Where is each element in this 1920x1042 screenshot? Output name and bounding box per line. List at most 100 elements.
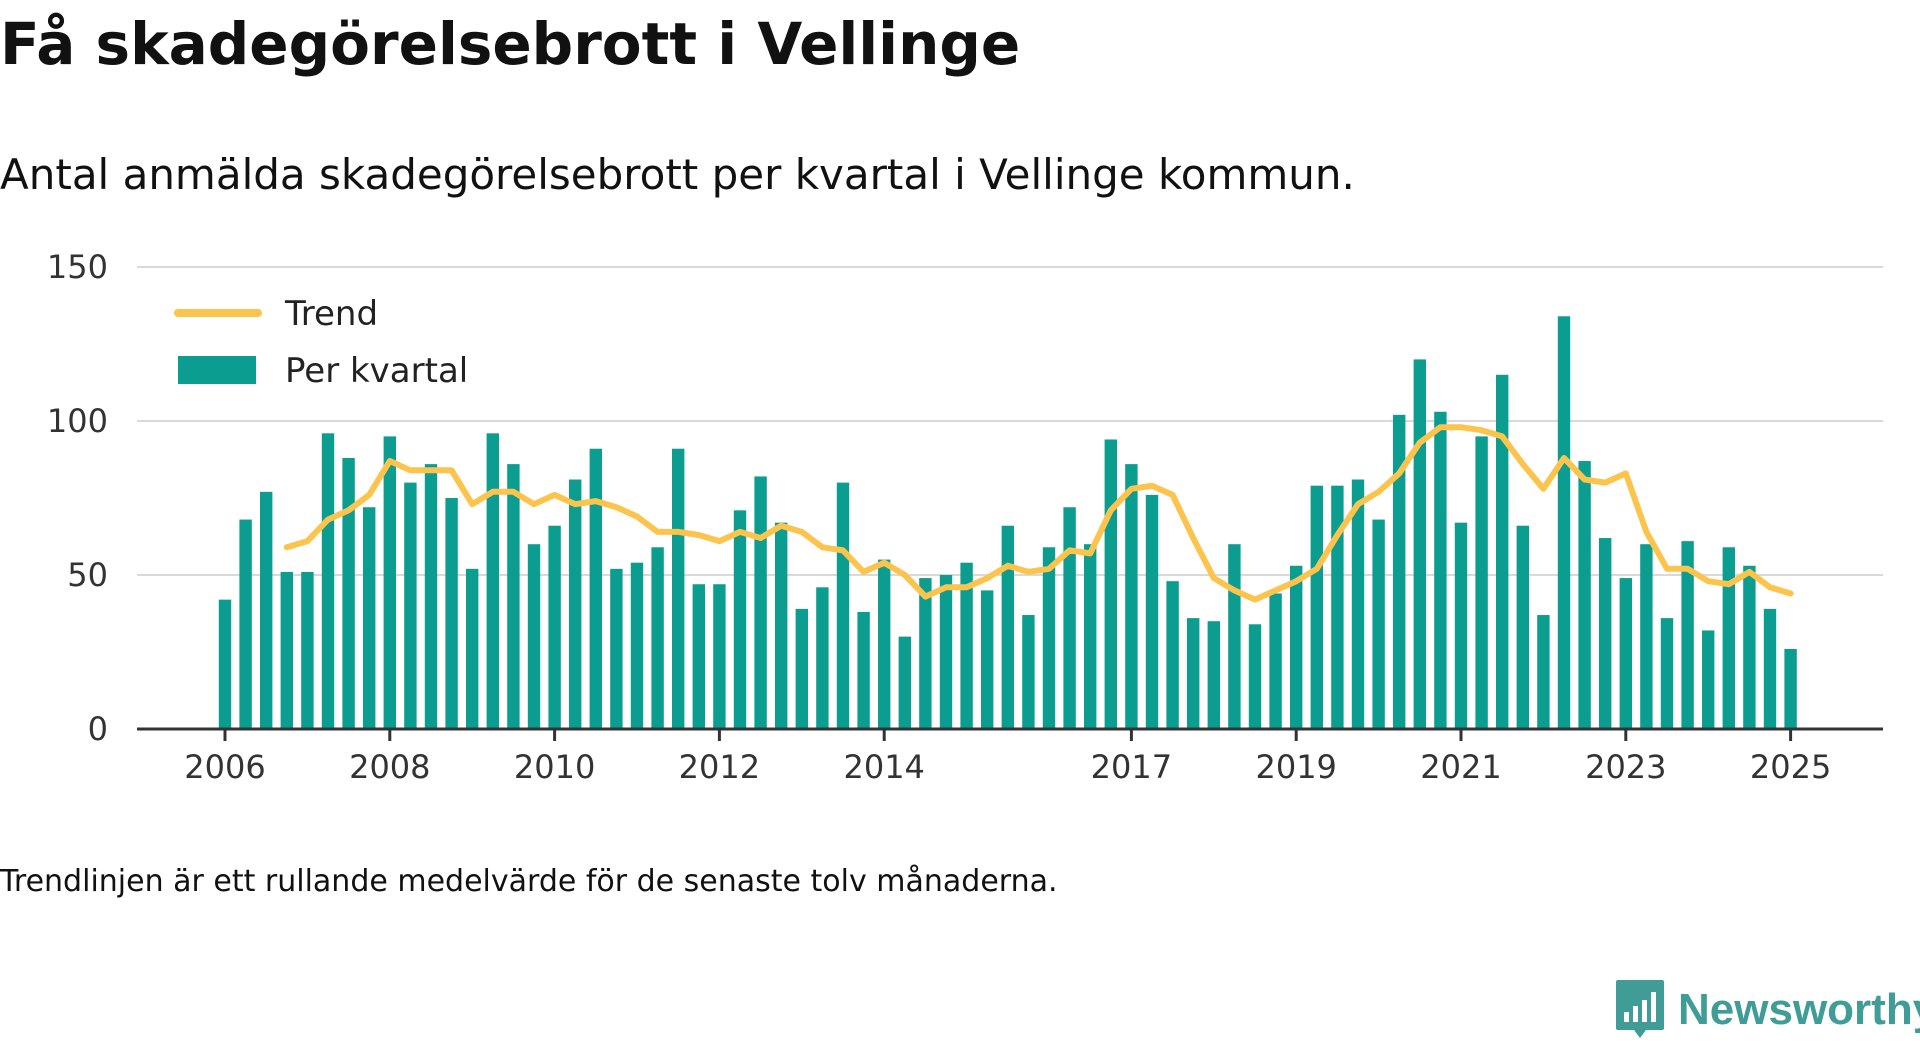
legend-bar-swatch <box>178 356 256 384</box>
bar <box>569 479 582 729</box>
bar <box>1393 414 1406 729</box>
bar <box>1516 525 1529 729</box>
y-tick-label: 150 <box>47 248 108 286</box>
bar <box>775 522 788 729</box>
bar <box>1290 565 1303 729</box>
bar-series <box>218 316 1797 729</box>
bar <box>1743 565 1756 729</box>
x-tick-label: 2023 <box>1585 748 1666 786</box>
bar <box>1413 359 1426 729</box>
bar <box>1475 436 1488 729</box>
bar <box>878 559 891 729</box>
bar <box>1702 630 1715 729</box>
bar <box>218 599 232 729</box>
y-tick-label: 50 <box>67 556 108 594</box>
bar <box>795 608 808 729</box>
x-tick-label: 2006 <box>184 748 265 786</box>
x-tick-label: 2008 <box>349 748 430 786</box>
bar <box>1372 519 1385 729</box>
trend-line <box>283 424 1794 603</box>
x-axis-ticks: 2006 2008 2010 2012 2014 2017 2019 2021 2023 2025 <box>184 729 1831 786</box>
legend-trend-label: Trend <box>284 294 378 334</box>
bar <box>589 448 602 729</box>
bar <box>960 562 973 729</box>
bar <box>260 491 273 729</box>
y-axis-ticks: 0 50 100 150 <box>47 248 108 748</box>
bar <box>1022 615 1035 729</box>
bar <box>1063 507 1076 729</box>
x-tick-label: 2025 <box>1750 748 1831 786</box>
bar <box>981 590 994 729</box>
bar <box>424 464 438 729</box>
x-tick-label: 2017 <box>1091 748 1172 786</box>
bar <box>651 547 664 729</box>
newsworthy-logo-icon <box>1616 980 1664 1038</box>
bar <box>919 578 932 729</box>
x-tick-label: 2019 <box>1255 748 1336 786</box>
bar <box>1207 621 1220 729</box>
chart-subtitle: Antal anmälda skadegörelsebrott per kvar… <box>0 150 1355 199</box>
y-tick-label: 100 <box>47 402 108 440</box>
bar <box>507 464 520 729</box>
bar <box>1660 618 1674 729</box>
bar <box>1496 374 1509 729</box>
bar <box>1104 439 1117 729</box>
brand-logo: Newsworthy <box>1614 978 1920 1042</box>
x-tick-label: 2014 <box>843 748 924 786</box>
chart: 2006 2008 2010 2012 2014 2017 2019 2021 2023 2025… <box>47 248 1883 786</box>
footnote: Trendlinjen är ett rullande medelvärde f… <box>0 864 1058 899</box>
bar <box>1269 593 1282 729</box>
bar <box>1763 608 1777 729</box>
bar <box>301 571 314 729</box>
x-tick-label: 2010 <box>514 748 595 786</box>
bar <box>363 507 376 729</box>
bar <box>486 433 499 729</box>
bar <box>445 498 458 729</box>
bar <box>1331 485 1344 729</box>
bar <box>610 568 623 729</box>
bar <box>1537 615 1550 729</box>
bar <box>1351 479 1365 729</box>
bar <box>1042 547 1056 729</box>
bar <box>1310 485 1323 729</box>
bar <box>1166 581 1179 729</box>
bar <box>836 482 850 729</box>
bar <box>733 510 747 729</box>
x-tick-label: 2021 <box>1420 748 1501 786</box>
bar <box>1454 522 1468 729</box>
bar <box>1599 538 1612 729</box>
bar <box>383 436 396 729</box>
bar <box>1557 316 1571 729</box>
bar <box>692 584 705 729</box>
x-tick-label: 2012 <box>679 748 760 786</box>
bar <box>1001 525 1014 729</box>
bar <box>1125 464 1138 729</box>
bar <box>630 562 644 729</box>
bar <box>857 611 870 729</box>
bar <box>672 448 685 729</box>
bar <box>816 587 829 729</box>
bar <box>548 525 561 729</box>
legend: Trend Per kvartal <box>174 294 468 391</box>
bar <box>321 433 335 729</box>
bar <box>466 568 479 729</box>
bar <box>1681 541 1694 729</box>
bar <box>1640 544 1653 729</box>
bar <box>1228 544 1241 729</box>
bar <box>1145 494 1159 729</box>
bar <box>1248 624 1262 729</box>
chart-title: Få skadegörelsebrott i Vellinge <box>0 10 1021 78</box>
bar <box>1578 461 1591 729</box>
bar <box>342 457 355 729</box>
bar <box>754 476 767 729</box>
bar <box>527 544 541 729</box>
bar <box>1784 648 1797 729</box>
bar <box>239 519 252 729</box>
bar <box>1084 544 1097 729</box>
bar <box>1187 618 1200 729</box>
brand-name: Newsworthy <box>1678 985 1920 1034</box>
bar <box>939 575 953 729</box>
y-tick-label: 0 <box>88 710 108 748</box>
legend-bar-label: Per kvartal <box>285 351 468 391</box>
bar <box>404 482 417 729</box>
